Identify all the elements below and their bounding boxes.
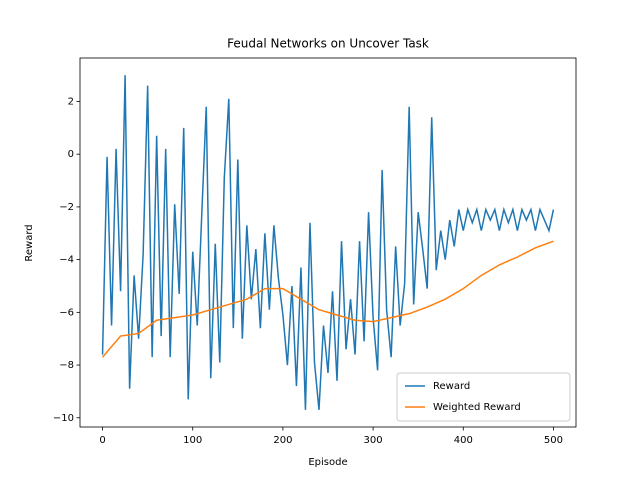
legend-label: Reward	[433, 381, 470, 392]
x-tick-label: 500	[544, 435, 563, 446]
legend-box	[396, 372, 571, 422]
y-tick-label: −2	[59, 202, 74, 213]
x-tick-label: 100	[183, 435, 202, 446]
y-tick-label: −10	[53, 413, 74, 424]
chart-title: Feudal Networks on Uncover Task	[227, 37, 429, 51]
y-tick-label: −4	[59, 255, 74, 266]
x-tick-label: 0	[99, 435, 105, 446]
x-axis-label: Episode	[308, 457, 347, 468]
y-tick-label: 0	[68, 149, 74, 160]
x-tick-label: 200	[273, 435, 292, 446]
legend-label: Weighted Reward	[433, 402, 521, 413]
line-series	[101, 240, 554, 358]
y-tick-label: 2	[68, 96, 74, 107]
x-tick-label: 300	[364, 435, 383, 446]
plot-frame	[79, 57, 577, 428]
y-tick-label: −8	[59, 360, 74, 371]
y-tick-label: −6	[59, 307, 74, 318]
x-tick-label: 400	[454, 435, 473, 446]
line-series	[101, 75, 555, 410]
y-axis-label: Reward	[24, 224, 35, 261]
